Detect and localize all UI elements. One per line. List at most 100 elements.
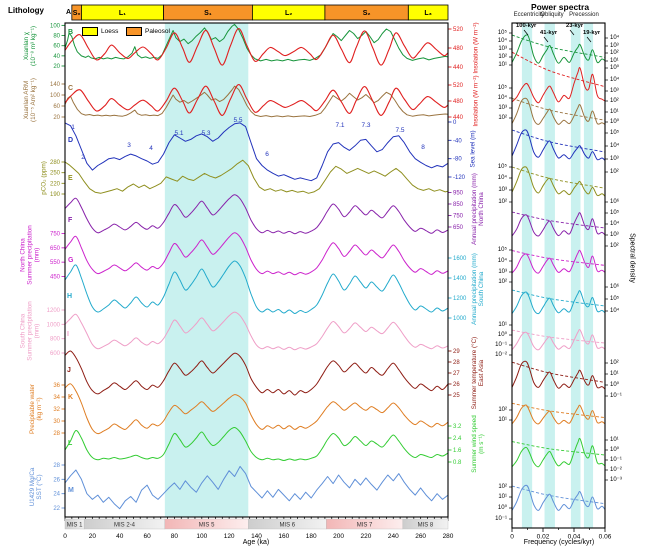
left-axis-label-3: North China Summer precipitation (mm) — [19, 225, 41, 285]
substage-label-1: 1 — [71, 124, 75, 131]
tick-label-insol2: 440 — [453, 115, 464, 121]
right-axis-label-5: Summer temperature (°C) East Asia — [470, 336, 485, 410]
lithology-unit-label: S₀ — [73, 10, 81, 17]
lithology-unit-loess — [407, 4, 449, 21]
age-tick-label: 40 — [116, 533, 124, 540]
age-tick-label: 180 — [306, 533, 317, 540]
legend-label: Paleosol — [145, 28, 170, 35]
cycle-label-19-kyr: 19-kyr — [583, 30, 601, 36]
tick-label-insol2: 520 — [453, 83, 464, 89]
spectra-tick-label: 10² — [498, 406, 507, 413]
tick-label-wind: 0.8 — [453, 460, 462, 466]
tick-label-chi: 40 — [53, 54, 60, 60]
tick-label-scsum: 1200 — [47, 308, 61, 314]
tick-label-wind: 2.4 — [453, 436, 462, 442]
age-tick-label: 240 — [388, 533, 399, 540]
spectra-tick-label: 10² — [610, 359, 619, 366]
orbital-band-0 — [521, 23, 533, 528]
tick-label-arm: 140 — [50, 82, 61, 88]
spectrum-curve-sp-scann — [511, 290, 606, 315]
tick-label-insol1: 440 — [453, 65, 464, 71]
cycle-label-41-kyr: 41-kyr — [540, 30, 558, 36]
spectra-tick-label: 10⁻¹ — [610, 392, 622, 399]
tick-label-temp: 26 — [453, 382, 460, 388]
orbital-band-1 — [544, 23, 555, 528]
series-curve-sst — [64, 465, 449, 510]
frequency-axis-label: Frequency (cycles/kyr) — [523, 539, 595, 546]
spectra-tick-label: 10² — [610, 168, 619, 175]
tick-label-sst: 22 — [53, 506, 60, 512]
spectra-tick-label: 10⁵ — [610, 129, 620, 136]
spectrum-curve-sp-ncsum — [511, 249, 606, 274]
tick-label-sea: -80 — [453, 157, 462, 163]
lithology-title: Lithology — [8, 6, 44, 15]
spectra-tick-label: 10⁵ — [497, 163, 507, 170]
left-axis-label-6: U1429 Mg/Ca SST (°C) — [28, 467, 43, 507]
spectra-tick-label: 10³ — [610, 231, 619, 238]
tick-label-sst: 24 — [53, 492, 60, 498]
tick-label-chi: 100 — [50, 23, 61, 29]
tick-label-chi: 20 — [53, 64, 60, 70]
panel-letter-b: B — [68, 29, 73, 36]
tick-label-ncsum: 550 — [50, 260, 61, 266]
confidence-line-sp-insol — [511, 51, 606, 88]
spectra-tick-label: 10² — [498, 198, 507, 205]
spectra-tick-label: 10⁻¹ — [495, 341, 507, 348]
legend-label: Loess — [101, 28, 119, 35]
tick-label-wind: 1.6 — [453, 448, 462, 454]
tick-label-temp: 29 — [453, 349, 460, 355]
confidence-line-sp-ncann — [511, 211, 606, 229]
tick-label-ncsum: 650 — [50, 246, 61, 252]
lithology-unit-label: L₁ — [119, 10, 126, 17]
spectral-density-label: Spectral density — [628, 233, 636, 283]
tick-label-arm: 20 — [53, 115, 60, 121]
orbital-header-precession: Precession — [569, 12, 599, 18]
panel-letter-j: J — [67, 367, 71, 374]
left-axis-label-4: South China Summer precipitation (mm) — [19, 301, 41, 361]
spectra-tick-label: 10² — [498, 483, 507, 490]
series-curve-chi — [64, 23, 449, 62]
legend-item-loess: Loess — [82, 27, 118, 36]
spectra-tick-label: 10² — [498, 278, 507, 285]
cycle-label-23-kyr: 23-kyr — [566, 23, 584, 29]
paleosol-swatch — [126, 27, 142, 36]
loess-swatch — [82, 27, 98, 36]
panel-letter-f: F — [68, 217, 73, 224]
tick-label-insol1: 520 — [453, 27, 464, 33]
spectra-tick-label: 10⁰ — [610, 446, 620, 453]
substage-label-8: 8 — [421, 144, 425, 151]
mis-segment-label: MIS 6 — [279, 523, 295, 529]
series-curve-arm — [64, 85, 449, 118]
spectra-tick-label: 10³ — [610, 155, 619, 162]
cycle-arrow-23-kyr — [569, 29, 575, 36]
panel-letter-l: L — [68, 440, 73, 447]
age-tick-label: 80 — [171, 533, 179, 540]
tick-label-co2: 220 — [50, 181, 61, 187]
tick-label-insol2: 480 — [453, 99, 464, 105]
spectra-tick-label: 10⁴ — [497, 37, 507, 44]
spectrum-curve-sp-wind — [511, 437, 606, 468]
spectra-tick-label: 10⁰ — [610, 381, 620, 388]
tick-label-arm: 100 — [50, 93, 61, 99]
spectra-tick-label: 10³ — [498, 104, 507, 111]
freq-tick-label: 0.06 — [599, 534, 612, 541]
tick-label-sea: -40 — [453, 138, 462, 144]
age-tick-label: 0 — [63, 533, 67, 540]
tick-label-arm: 60 — [53, 104, 60, 110]
spectra-tick-label: 10⁻² — [495, 351, 507, 358]
lithology-unit-label: S₁ — [204, 10, 212, 17]
age-tick-label: 260 — [415, 533, 426, 540]
age-tick-label: 220 — [360, 533, 371, 540]
confidence-line-sp-wind — [511, 441, 606, 456]
substage-label-3: 3 — [127, 142, 131, 149]
orbital-band-2 — [570, 23, 581, 528]
tick-label-co2: 250 — [50, 171, 61, 177]
series-curve-pw — [64, 383, 449, 435]
spectra-tick-label: 10⁶ — [610, 198, 620, 205]
series-curve-scann — [64, 260, 449, 314]
spectra-tick-label: 10¹ — [498, 61, 507, 68]
series-curve-ncann — [64, 194, 449, 235]
tick-label-scann: 1200 — [453, 296, 467, 302]
age-tick-label: 120 — [224, 533, 235, 540]
substage-label-7.3: 7.3 — [361, 122, 370, 129]
